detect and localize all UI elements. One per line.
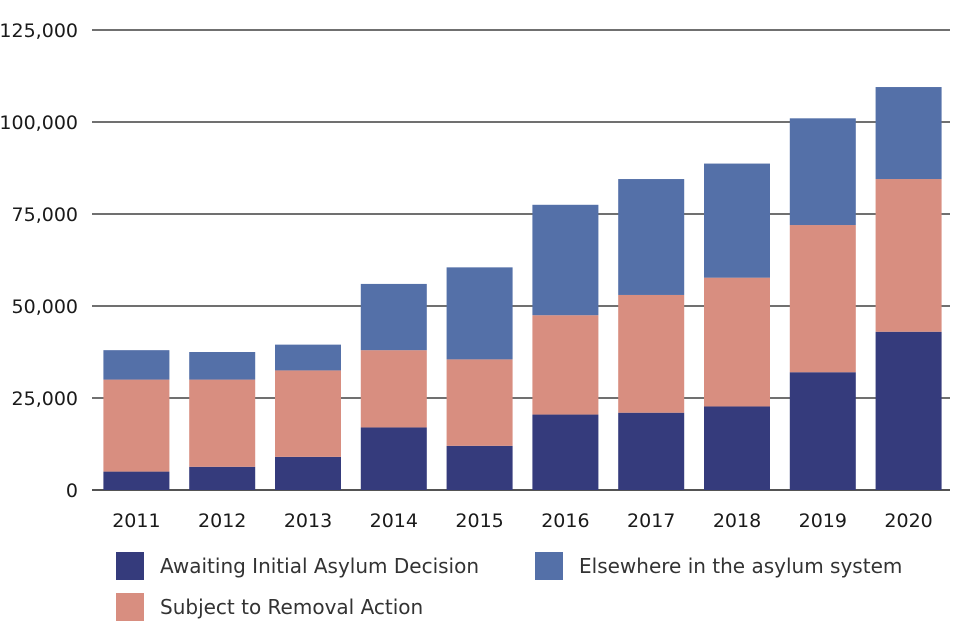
bar-segment-2019-series-1 (789, 225, 856, 373)
x-tick-label-2019: 2019 (799, 510, 847, 532)
bar-segment-2019-series-0 (789, 372, 856, 490)
bar-segment-2015-series-2 (446, 267, 513, 360)
bar-segment-2015-series-1 (446, 359, 513, 446)
bar-segment-2011-series-0 (103, 471, 170, 490)
bar-segment-2014-series-0 (360, 427, 427, 490)
bar-segment-2015-series-0 (446, 445, 513, 490)
bar-segment-2014-series-1 (360, 350, 427, 428)
x-tick-label-2011: 2011 (112, 510, 160, 532)
bar-segment-2020-series-1 (875, 179, 942, 332)
bar-segment-2016-series-2 (532, 204, 599, 316)
x-axis-ticks: 2011 2012 2013 2014 2015 2016 2017 2018 2019 2020 (112, 510, 933, 532)
bar-segment-2013-series-1 (275, 370, 341, 457)
bar-segment-2012-series-2 (189, 352, 256, 380)
bar-segment-2013-series-0 (275, 456, 341, 490)
x-tick-label-2012: 2012 (198, 510, 246, 532)
bar-segment-2012-series-0 (189, 466, 256, 490)
bar-segment-2020-series-2 (875, 87, 942, 180)
x-tick-label-2020: 2020 (884, 510, 932, 532)
y-axis-ticks: 0 25,000 50,000 75,000 100,000 125,000 (0, 20, 78, 502)
x-tick-label-2013: 2013 (284, 510, 332, 532)
x-tick-label-2016: 2016 (541, 510, 589, 532)
bars (103, 87, 942, 490)
bar-segment-2013-series-2 (275, 344, 341, 371)
y-tick-label: 125,000 (0, 20, 78, 42)
bar-segment-2019-series-2 (789, 118, 856, 226)
bar-segment-2014-series-2 (360, 283, 427, 351)
bar-segment-2018-series-1 (704, 277, 770, 407)
x-tick-label-2018: 2018 (713, 510, 761, 532)
bar-segment-2011-series-1 (103, 379, 170, 472)
y-tick-label: 100,000 (0, 112, 78, 134)
bar-segment-2011-series-2 (103, 350, 170, 380)
bar-segment-2018-series-2 (704, 163, 770, 278)
x-tick-label-2015: 2015 (455, 510, 503, 532)
y-tick-label: 0 (66, 480, 78, 502)
y-tick-label: 75,000 (12, 204, 78, 226)
bar-segment-2016-series-0 (532, 414, 599, 490)
bar-segment-2018-series-0 (704, 406, 770, 490)
bar-segment-2020-series-0 (875, 331, 942, 490)
y-tick-label: 25,000 (12, 388, 78, 410)
bar-segment-2012-series-1 (189, 379, 256, 467)
bar-segment-2017-series-0 (618, 412, 685, 490)
x-tick-label-2017: 2017 (627, 510, 675, 532)
x-tick-label-2014: 2014 (370, 510, 418, 532)
bar-segment-2016-series-1 (532, 315, 599, 415)
bar-segment-2017-series-1 (618, 294, 685, 413)
bar-segment-2017-series-2 (618, 179, 685, 295)
y-tick-label: 50,000 (12, 296, 78, 318)
